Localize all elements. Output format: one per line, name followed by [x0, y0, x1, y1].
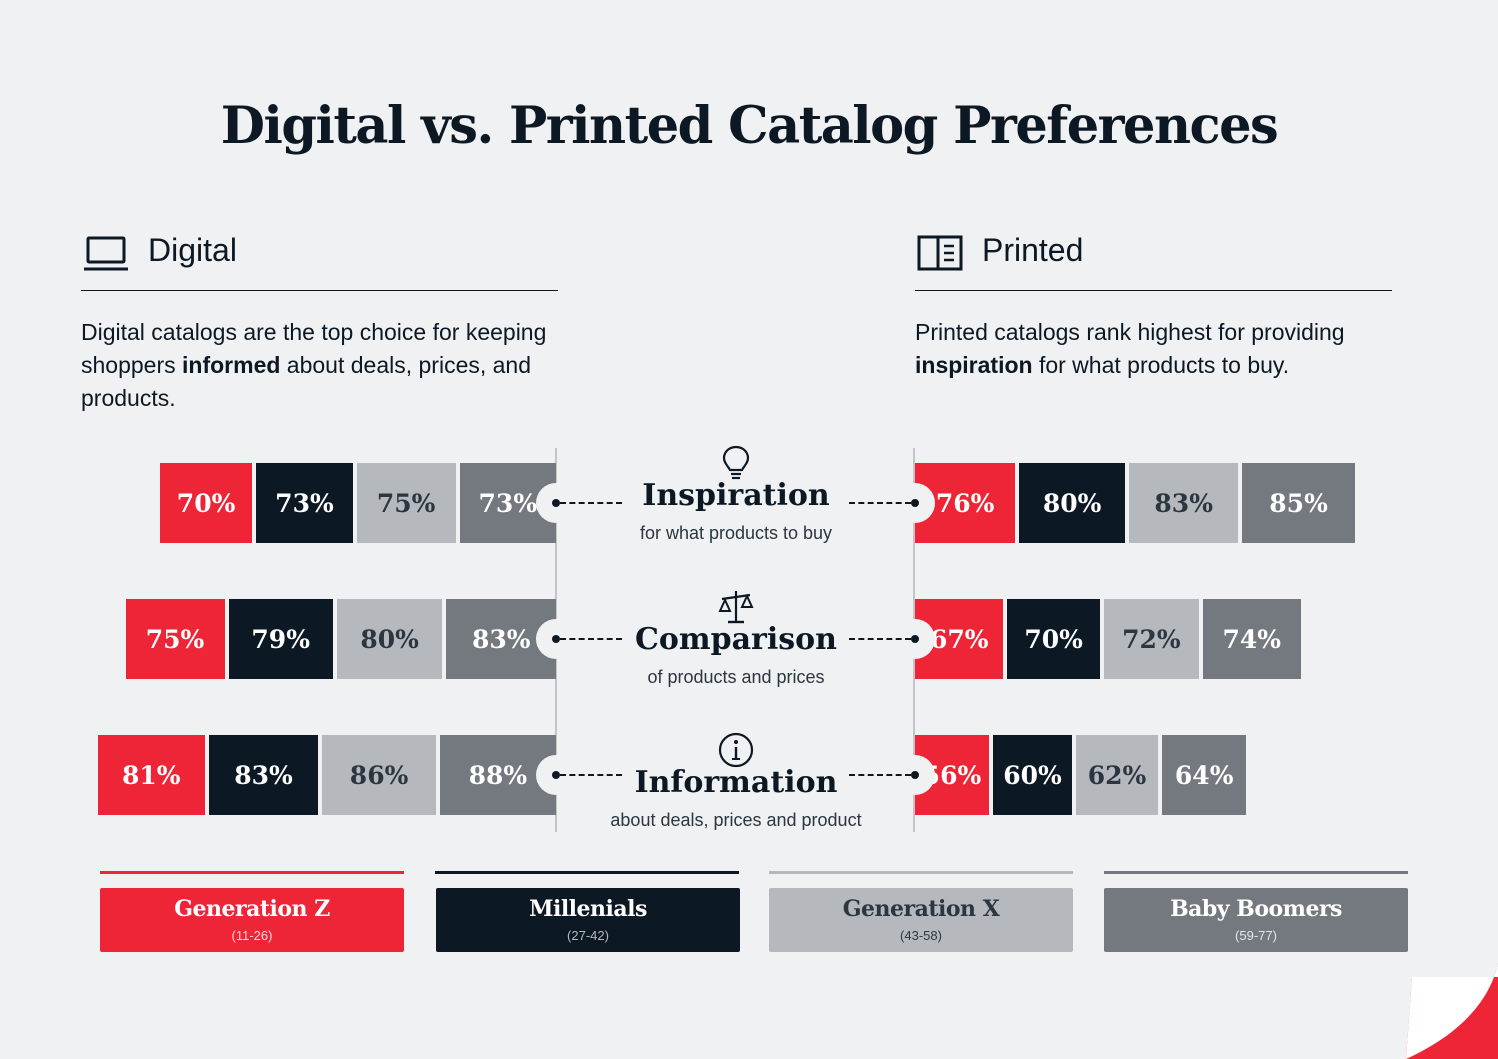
digital-label: Digital	[148, 232, 237, 268]
printed-comparison-dash	[849, 638, 911, 640]
category-information: Information	[634, 765, 838, 800]
printed-comparison-bar-baby-boomers: 74%	[1202, 599, 1301, 679]
digital-information-bar-gen-z: 81%	[97, 735, 205, 815]
legend-gen-x-name: Generation X	[842, 896, 1000, 922]
printed-header: Printed	[916, 228, 1396, 278]
digital-header: Digital	[82, 228, 562, 278]
digital-comparison-bar-millenials: 79%	[228, 599, 333, 679]
printed-information-bar-gen-x: 62%	[1076, 735, 1158, 815]
legend-line-millenials	[435, 871, 739, 874]
legend-line-gen-x	[769, 871, 1073, 874]
digital-desc-text: Digital catalogs are the top choice for …	[81, 319, 547, 378]
legend-line-gen-z	[100, 871, 404, 874]
printed-comparison-bar-millenials: 70%	[1007, 599, 1100, 679]
legend-baby-boomers-name: Baby Boomers	[1170, 896, 1342, 922]
printed-description: Printed catalogs rank highest for provid…	[915, 316, 1385, 382]
legend-line-baby-boomers	[1104, 871, 1408, 874]
category-comparison: Comparison	[635, 622, 837, 657]
book-icon	[917, 235, 963, 271]
legend-baby-boomers: Baby Boomers (59-77)	[1104, 888, 1408, 952]
printed-inspiration-bar-millenials: 80%	[1019, 463, 1125, 543]
digital-information-bar-millenials: 83%	[208, 735, 319, 815]
legend-gen-z: Generation Z (11-26)	[100, 888, 404, 952]
digital-desc-bold: informed	[182, 352, 281, 378]
legend-gen-x: Generation X (43-58)	[769, 888, 1073, 952]
digital-comparison-dot	[552, 635, 560, 643]
printed-desc-bold: inspiration	[915, 352, 1033, 378]
category-inspiration: Inspiration	[642, 478, 830, 513]
legend-millenials-range: (27-42)	[567, 928, 609, 943]
printed-inspiration-dot	[911, 499, 919, 507]
printed-divider	[915, 290, 1392, 291]
digital-comparison-bar-gen-z: 75%	[125, 599, 225, 679]
printed-information-dot	[911, 771, 919, 779]
digital-inspiration-bar-gen-z: 70%	[159, 463, 253, 543]
legend-gen-z-range: (11-26)	[231, 928, 273, 943]
printed-desc-text-end: for what products to buy.	[1032, 352, 1290, 378]
digital-information-bar-gen-x: 86%	[322, 735, 436, 815]
category-comparison-sub: of products and prices	[647, 667, 825, 687]
laptop-icon	[84, 236, 128, 271]
digital-information-dot	[552, 771, 560, 779]
digital-inspiration-dot	[552, 499, 560, 507]
legend-gen-x-range: (43-58)	[900, 928, 942, 943]
printed-information-bar-millenials: 60%	[992, 735, 1073, 815]
info-icon	[718, 732, 754, 768]
digital-comparison-bar-gen-x: 80%	[336, 599, 443, 679]
corner-fold-decoration	[1406, 963, 1498, 1059]
digital-information-dash	[560, 774, 622, 776]
printed-comparison-bar-gen-x: 72%	[1103, 599, 1199, 679]
printed-inspiration-bar-gen-x: 83%	[1128, 463, 1239, 543]
legend-gen-z-name: Generation Z	[174, 896, 330, 922]
printed-comparison-dot	[911, 635, 919, 643]
digital-inspiration-bar-millenials: 73%	[256, 463, 353, 543]
printed-desc-text: Printed catalogs rank highest for provid…	[915, 319, 1345, 345]
digital-divider	[81, 290, 558, 291]
category-information-sub: about deals, prices and product	[610, 810, 862, 830]
scales-icon	[718, 591, 754, 624]
printed-label: Printed	[982, 232, 1084, 268]
legend-millenials-name: Millenials	[529, 896, 647, 922]
legend-millenials: Millenials (27-42)	[436, 888, 740, 952]
digital-desc-text-end: about deals, prices, and products.	[81, 352, 532, 411]
digital-inspiration-bar-gen-x: 75%	[356, 463, 456, 543]
printed-information-dash	[849, 774, 911, 776]
digital-description: Digital catalogs are the top choice for …	[81, 316, 561, 415]
digital-inspiration-dash	[560, 502, 622, 504]
printed-information-bar-baby-boomers: 64%	[1161, 735, 1247, 815]
page-title: Digital vs. Printed Catalog Preferences	[220, 96, 1279, 156]
printed-comparison-bar-gen-z: 67%	[915, 599, 1004, 679]
category-inspiration-sub: for what products to buy	[639, 523, 833, 543]
legend-baby-boomers-range: (59-77)	[1235, 928, 1277, 943]
printed-inspiration-bar-baby-boomers: 85%	[1242, 463, 1355, 543]
lightbulb-icon	[722, 445, 750, 480]
printed-inspiration-dash	[849, 502, 911, 504]
digital-comparison-dash	[560, 638, 622, 640]
